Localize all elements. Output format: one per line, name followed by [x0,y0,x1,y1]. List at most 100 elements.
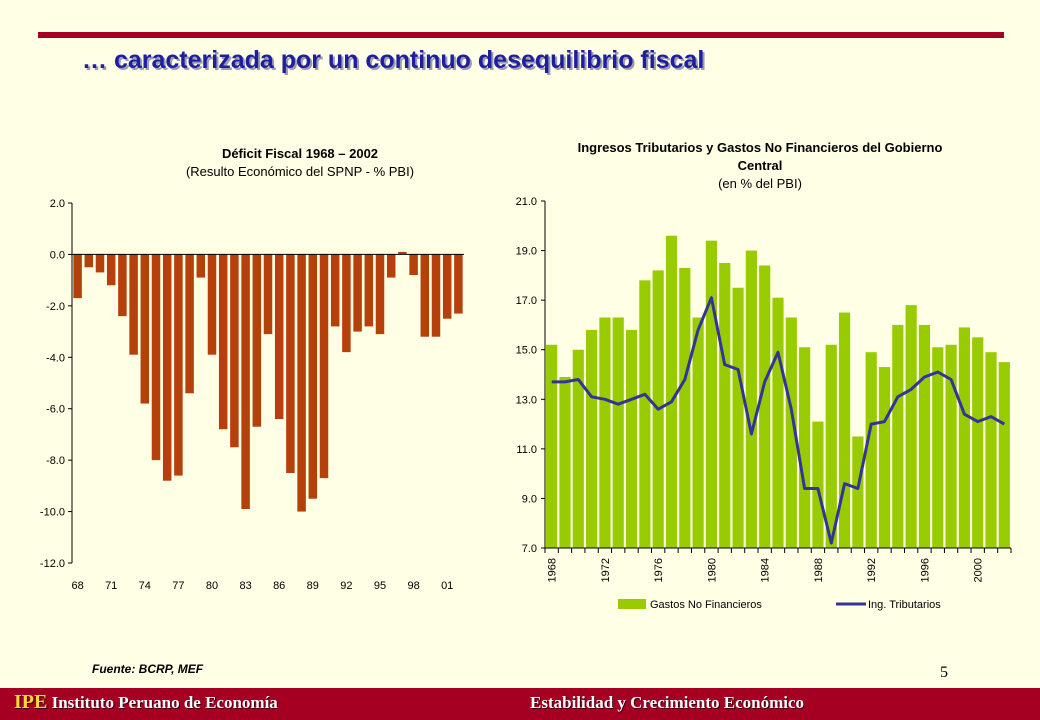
page-number: 5 [940,664,948,681]
deficit-x-tick-label: 95 [374,580,386,592]
gastos-bar [772,297,784,548]
deficit-bar [263,254,273,335]
deficit-bar [207,254,217,355]
fiscal-y-tick-label: 15.0 [516,345,537,357]
footer-section-title: Estabilidad y Crecimiento Económico [530,693,805,712]
gastos-bar [932,347,944,548]
gastos-bar [865,352,877,548]
deficit-x-tick-label: 68 [71,580,83,592]
gastos-bar [825,344,837,548]
fiscal-y-tick-label: 9.0 [522,493,537,505]
deficit-x-tick-label: 74 [139,580,151,592]
deficit-x-tick-label: 80 [206,580,218,592]
gastos-bar [838,312,851,548]
gastos-bar [745,250,757,549]
fiscal-chart-subtitle: (en % del PBI) [718,176,802,191]
deficit-y-tick-label: -8.0 [46,455,65,467]
fiscal-chart-heading: Ingresos Tributarios y Gastos No Financi… [560,139,960,193]
legend-ingresos-label: Ing. Tributarios [868,599,941,611]
deficit-bar [442,254,452,319]
gastos-bar [572,349,584,548]
deficit-bar [151,254,161,461]
gastos-bar [692,317,704,548]
source-note: Fuente: BCRP, MEF [92,662,204,676]
deficit-bar [420,254,430,337]
deficit-bar [162,254,172,481]
gastos-bar [905,305,917,548]
gastos-bar [546,344,558,548]
ipe-brand: IPE [14,691,48,713]
deficit-chart-title: Déficit Fiscal 1968 – 2002 [221,146,379,161]
legend-gastos-swatch [618,599,646,609]
gastos-bar [759,265,771,548]
gastos-bar [812,421,824,548]
deficit-x-tick-label: 86 [273,580,285,592]
deficit-x-tick-label: 92 [340,580,352,592]
fiscal-x-tick-label: 1992 [866,558,878,582]
institute-name: Instituto Peruano de Economía [51,693,278,712]
deficit-bar [174,254,183,476]
gastos-bar [972,337,984,548]
legend-gastos-label: Gastos No Financieros [650,599,762,611]
gastos-bar [599,317,611,548]
fiscal-y-tick-label: 21.0 [516,196,537,208]
fiscal-y-tick-label: 19.0 [516,246,537,258]
deficit-x-tick-label: 89 [307,580,319,592]
gastos-bar [639,280,651,548]
fiscal-x-tick-label: 1972 [600,558,612,582]
deficit-bar [342,254,351,353]
footer-bar [0,688,1040,720]
gastos-bar [612,317,624,548]
deficit-bar [308,254,318,499]
deficit-chart-heading: Déficit Fiscal 1968 – 2002 (Resulto Econ… [130,145,470,181]
deficit-bar [375,254,385,335]
gastos-bar [998,362,1010,548]
top-accent-rule [38,32,1004,38]
gastos-bar [945,344,957,548]
deficit-bar [241,254,250,509]
gastos-bar [799,347,811,548]
fiscal-chart-title: Ingresos Tributarios y Gastos No Financi… [577,140,943,173]
deficit-x-tick-label: 77 [172,580,184,592]
deficit-y-tick-label: -4.0 [46,352,65,364]
deficit-y-tick-label: -6.0 [46,404,65,416]
gastos-bar [958,327,970,548]
slide-title: … caracterizada por un continuo desequil… [82,46,705,74]
gastos-bar [918,324,931,548]
gastos-bar [719,262,731,548]
ingresos-line [551,296,1006,545]
gastos-bar [985,352,997,548]
deficit-y-tick-label: -2.0 [46,301,65,313]
fiscal-y-tick-label: 17.0 [516,295,537,307]
deficit-bar [330,254,340,327]
deficit-bar [319,254,329,479]
deficit-bar [409,254,418,275]
deficit-bar [386,254,396,278]
deficit-bar [454,254,463,314]
deficit-bar [106,254,116,286]
deficit-y-tick-label: 0.0 [50,249,65,261]
deficit-x-tick-label: 71 [105,580,117,592]
deficit-bar [297,254,306,512]
deficit-bar [73,254,82,299]
deficit-bar [398,251,407,255]
gastos-bar [852,436,864,548]
deficit-bar [129,254,138,355]
fiscal-y-tick-label: 13.0 [516,394,537,406]
gastos-bar [892,324,904,548]
deficit-x-tick-label: 01 [441,580,453,592]
fiscal-x-tick-label: 1980 [706,558,718,582]
deficit-bar [274,254,284,419]
fiscal-x-tick-label: 2000 [973,558,985,582]
deficit-bar [252,254,262,427]
gastos-bar [705,240,718,548]
deficit-bar [431,254,441,337]
footer-institute: IPE Instituto Peruano de Economía [14,691,278,714]
deficit-x-tick-label: 83 [239,580,251,592]
deficit-bar [84,254,94,268]
deficit-bar [118,254,127,317]
deficit-y-tick-label: 2.0 [50,198,65,210]
gastos-bar [785,317,797,548]
gastos-bar [586,329,598,548]
